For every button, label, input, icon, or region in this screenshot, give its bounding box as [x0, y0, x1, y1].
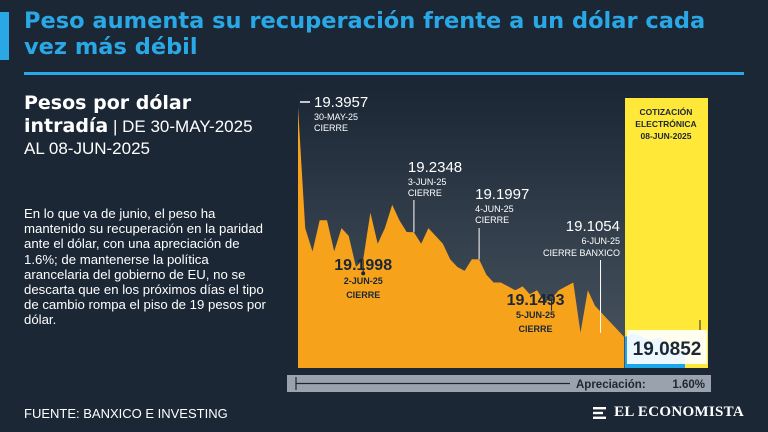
electronic-highlight-column [625, 98, 708, 368]
label-value-6-jun: 19.1054 [566, 218, 620, 235]
label-date-2-jun: 2-JUN-25 [344, 276, 383, 286]
brand-mark-icon [593, 406, 607, 419]
label-note-3-jun: CIERRE [408, 188, 442, 198]
chart-subtitle: Pesos por dólar intradía | DE 30-MAY-202… [24, 92, 274, 160]
electronic-label-line3: 08-JUN-2025 [640, 131, 691, 141]
subtitle-separator: | [112, 117, 123, 136]
appreciation-label: Apreciación: [576, 379, 646, 391]
last-value-box [627, 330, 707, 364]
brand-logo: EL ECONOMISTA [593, 404, 744, 421]
label-note-5-jun: CIERRE [519, 324, 553, 334]
electronic-label-line2: ELECTRÓNICA [635, 118, 696, 129]
subtitle-strong: Pesos por dólar intradía [24, 92, 192, 137]
label-note-6-jun: CIERRE BANXICO [543, 248, 620, 258]
label-value-3-jun: 19.2348 [408, 159, 462, 176]
label-note-2-jun: CIERRE [346, 290, 380, 300]
electronic-label-line1: COTIZACIÓN [640, 106, 693, 117]
label-note-4-jun: CIERRE [475, 215, 509, 225]
appreciation-value: 1.60% [672, 379, 705, 391]
subtitle-range: DE 30-MAY-2025 AL 08-JUN-2025 [24, 117, 253, 158]
brand-name: EL ECONOMISTA [614, 404, 744, 420]
label-value-5-jun: 19.1493 [507, 292, 565, 309]
label-date-4-jun: 4-JUN-25 [475, 204, 514, 214]
label-value-4-jun: 19.1997 [475, 186, 529, 203]
label-value-2-jun: 19.1998 [334, 257, 392, 274]
label-note-30-may: CIERRE [314, 123, 348, 133]
source-note: FUENTE: BANXICO E INVESTING [24, 406, 228, 421]
description-text: En lo que va de junio, el peso ha manten… [24, 206, 266, 328]
last-value-label: 19.0852 [633, 339, 702, 360]
label-value-30-may: 19.3957 [314, 94, 368, 111]
label-date-30-may: 30-MAY-25 [314, 112, 358, 122]
label-date-6-jun: 6-JUN-25 [581, 236, 620, 246]
title-accent-bar [0, 12, 9, 60]
intraday-area-series [298, 107, 624, 368]
pointer-dot-2-jun [361, 271, 366, 276]
label-date-3-jun: 3-JUN-25 [408, 177, 447, 187]
title-divider [24, 72, 744, 75]
page-title: Peso aumenta su recuperación frente a un… [24, 8, 706, 60]
label-date-5-jun: 5-JUN-25 [516, 310, 555, 320]
